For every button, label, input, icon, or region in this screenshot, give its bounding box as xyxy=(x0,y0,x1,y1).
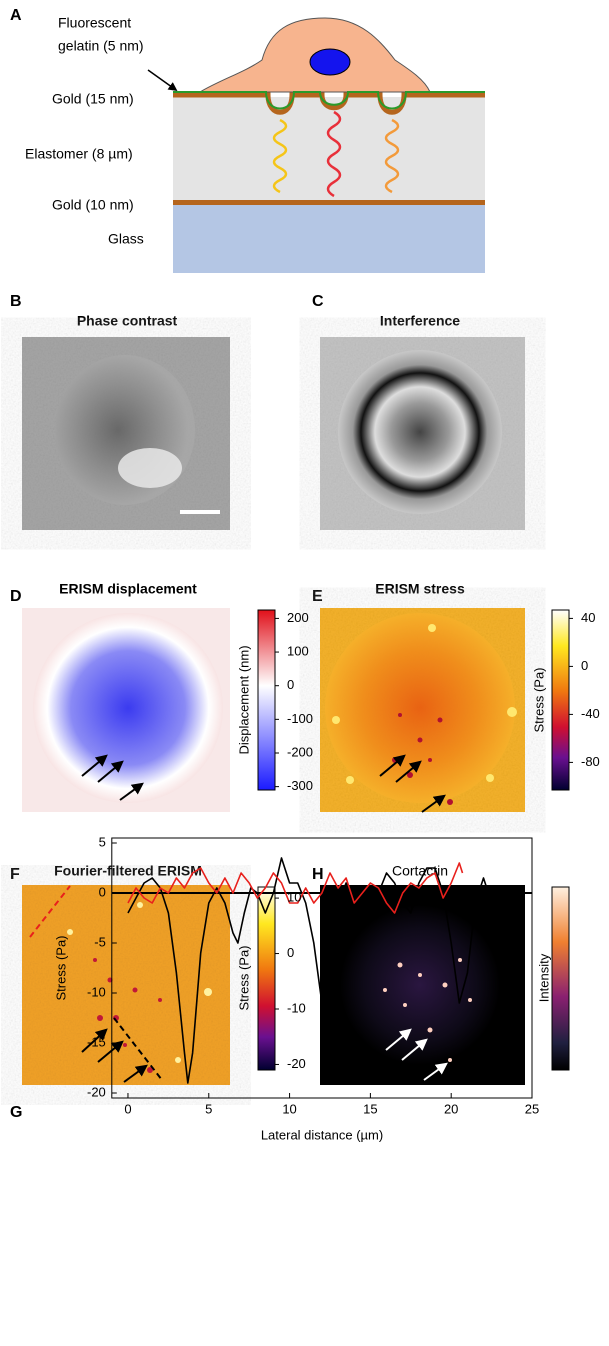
x-tick-label: 10 xyxy=(282,1101,296,1116)
y-axis-label: Stress (Pa) xyxy=(53,935,68,1000)
cell-image xyxy=(55,355,195,505)
colorbar-tick-label: 40 xyxy=(581,610,595,625)
panel-c: C Interference xyxy=(312,293,525,530)
panel-title: Fourier-filtered ERISM xyxy=(54,863,202,879)
cell-image xyxy=(325,613,515,803)
cell-image xyxy=(338,350,502,514)
y-tick-label: -20 xyxy=(87,1084,106,1099)
panel-title: ERISM displacement xyxy=(59,581,197,597)
panel-title: Cortactin xyxy=(392,863,448,879)
layer-label: Elastomer (8 µm) xyxy=(25,146,133,162)
pointer-arrow xyxy=(148,70,176,90)
colorbar-tick-label: -80 xyxy=(581,754,600,769)
panel-a: A Fluorescent gelatin (5 nm) Gold (15 nm… xyxy=(10,7,485,273)
nucleus xyxy=(310,49,350,75)
panel-label: A xyxy=(10,7,22,24)
panel-title: Phase contrast xyxy=(77,313,178,329)
x-axis-label: Lateral distance (µm) xyxy=(261,1127,383,1142)
x-tick-label: 25 xyxy=(525,1101,539,1116)
panel-title: Interference xyxy=(380,313,460,329)
panel-title: ERISM stress xyxy=(375,581,465,597)
panel-h: H Cortactin Intensity xyxy=(312,863,569,1085)
colorbar xyxy=(258,887,275,1070)
y-tick-label: -5 xyxy=(94,934,106,949)
figure: A Fluorescent gelatin (5 nm) Gold (15 nm… xyxy=(0,0,609,1346)
layer-label: gelatin (5 nm) xyxy=(58,38,144,54)
x-tick-label: 5 xyxy=(205,1101,212,1116)
panel-label: D xyxy=(10,588,22,605)
colorbar-tick-label: 0 xyxy=(287,945,294,960)
panel-label: E xyxy=(312,588,323,605)
colorbar-label: Intensity xyxy=(536,953,551,1002)
panel-d: D ERISM displacement Displacement (nm) xyxy=(10,581,275,812)
glass-layer xyxy=(173,205,485,273)
cell-image xyxy=(33,613,223,803)
layer-label: Glass xyxy=(108,231,144,247)
layer-label: Fluorescent xyxy=(58,15,131,31)
colorbar-tick-label: -10 xyxy=(287,1000,306,1015)
vesicles xyxy=(118,448,182,488)
colorbar-tick-label: 0 xyxy=(287,677,294,692)
cell-image xyxy=(340,905,500,1065)
colorbar-tick-label: -100 xyxy=(287,711,313,726)
panel-b: B Phase contrast xyxy=(10,293,230,530)
colorbar-tick-label: -40 xyxy=(581,706,600,721)
y-tick-label: -10 xyxy=(87,984,106,999)
colorbar xyxy=(258,610,275,790)
colorbar-label: Displacement (nm) xyxy=(236,645,251,754)
colorbar xyxy=(552,887,569,1070)
panel-label: C xyxy=(312,293,324,310)
x-tick-label: 15 xyxy=(363,1101,377,1116)
colorbar xyxy=(552,610,569,790)
colorbar-label: Stress (Pa) xyxy=(531,667,546,732)
colorbar-tick-label: 10 xyxy=(287,890,301,905)
y-tick-label: 5 xyxy=(99,834,106,849)
panel-label: F xyxy=(10,866,20,883)
panel-e: E ERISM stress Stress (Pa) xyxy=(312,581,569,812)
colorbar-tick-label: 0 xyxy=(581,658,588,673)
x-tick-label: 0 xyxy=(124,1101,131,1116)
panel-label: H xyxy=(312,866,324,883)
colorbar-label: Stress (Pa) xyxy=(236,945,251,1010)
colorbar-tick-label: -200 xyxy=(287,744,313,759)
colorbar-tick-label: -300 xyxy=(287,778,313,793)
layer-label: Gold (10 nm) xyxy=(52,197,134,213)
panel-label: B xyxy=(10,293,22,310)
colorbar-tick-label: -20 xyxy=(287,1056,306,1071)
colorbar-tick-label: 200 xyxy=(287,610,309,625)
layer-label: Gold (15 nm) xyxy=(52,91,134,107)
x-tick-label: 20 xyxy=(444,1101,458,1116)
colorbar-tick-label: 100 xyxy=(287,643,309,658)
gold-bottom-layer xyxy=(173,200,485,205)
y-tick-label: 0 xyxy=(99,884,106,899)
y-tick-label: -15 xyxy=(87,1034,106,1049)
panel-label: G xyxy=(10,1104,22,1121)
